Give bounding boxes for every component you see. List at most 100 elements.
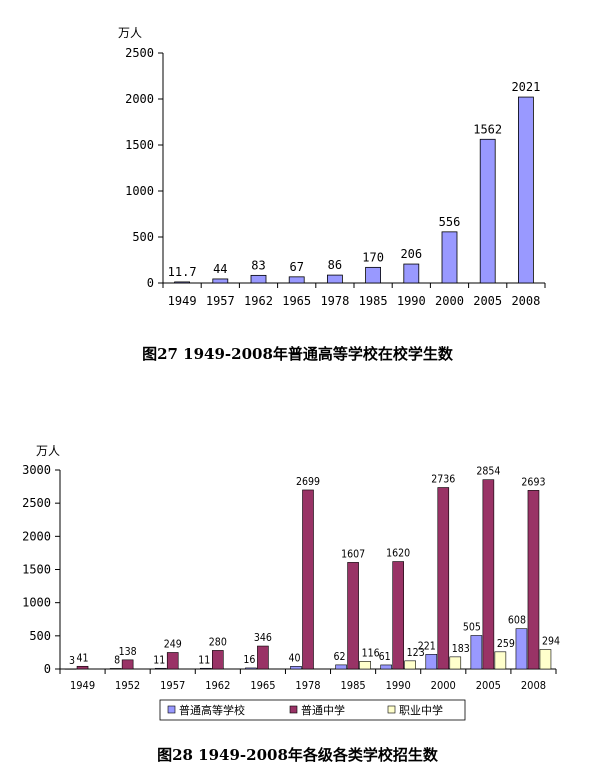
chart2-legend-swatch bbox=[387, 705, 396, 714]
chart1-data-label: 44 bbox=[213, 262, 227, 276]
chart2-unit-label: 万人 bbox=[36, 444, 61, 458]
chart1-data-label: 1562 bbox=[473, 122, 502, 136]
chart2-x-tick-label: 1952 bbox=[115, 679, 140, 692]
chart2-bar bbox=[121, 659, 134, 670]
chart1-y-tick-label: 1000 bbox=[125, 184, 154, 198]
chart2-y-tick-label: 2500 bbox=[22, 496, 51, 510]
chart1-data-label: 206 bbox=[400, 247, 422, 261]
chart2-legend-swatch bbox=[167, 705, 176, 714]
chart2-data-label: 2693 bbox=[521, 476, 545, 488]
chart2-data-label: 249 bbox=[164, 638, 182, 650]
chart2-x-tick-label: 1985 bbox=[340, 679, 365, 692]
chart1-bar bbox=[250, 274, 267, 284]
chart1-y-tick-label: 1500 bbox=[125, 138, 154, 152]
chart1-y-tick-label: 2000 bbox=[125, 92, 154, 106]
chart2-data-label: 1607 bbox=[341, 548, 365, 560]
chart2-y-tick-label: 0 bbox=[44, 662, 51, 676]
chart2-data-label: 11 bbox=[198, 654, 210, 666]
chart2-data-label: 2699 bbox=[296, 476, 320, 488]
chart1-bar bbox=[174, 281, 191, 284]
chart2-data-label: 608 bbox=[508, 615, 526, 627]
chart2-bar bbox=[392, 561, 404, 670]
chart1-x-tick-label: 1978 bbox=[320, 294, 349, 308]
chart1-bar bbox=[479, 138, 496, 284]
chart1-y-tick-label: 500 bbox=[132, 230, 154, 244]
chart2-x-tick-label: 1990 bbox=[386, 679, 411, 692]
chart2-data-label: 123 bbox=[407, 647, 425, 659]
chart2-bar bbox=[257, 645, 269, 670]
chart2-bar bbox=[290, 666, 302, 670]
chart2-bar bbox=[109, 668, 122, 670]
chart1-x-tick-label: 1957 bbox=[206, 294, 235, 308]
chart2-legend-label: 普通高等学校 bbox=[179, 703, 245, 717]
chart1-x-tick-label: 1962 bbox=[244, 294, 273, 308]
chart1-x-tick-label: 1990 bbox=[397, 294, 426, 308]
chart1-caption: 图27 1949-2008年普通高等学校在校学生数 bbox=[142, 345, 453, 363]
chart2-x-tick-label: 1962 bbox=[205, 679, 230, 692]
chart1-unit-label: 万人 bbox=[118, 26, 143, 40]
chart2-data-label: 221 bbox=[418, 640, 436, 652]
chart2-bar bbox=[154, 667, 167, 670]
chart2-data-label: 183 bbox=[452, 643, 470, 655]
chart2-bar bbox=[404, 660, 416, 670]
chart1-bar bbox=[518, 96, 534, 284]
chart2-y-tick-label: 3000 bbox=[22, 463, 51, 477]
chart2-x-tick-label: 1957 bbox=[160, 679, 185, 692]
chart2-y-tick-label: 1500 bbox=[22, 563, 51, 577]
chart2-x-tick-label: 1949 bbox=[70, 679, 95, 692]
chart2-bar bbox=[359, 661, 371, 670]
chart1-x-tick-label: 2005 bbox=[473, 294, 502, 308]
chart2-bar bbox=[64, 668, 77, 670]
chart1-y-tick-label: 0 bbox=[147, 276, 154, 290]
chart2-bar bbox=[200, 667, 212, 670]
chart2-x-tick-label: 2008 bbox=[521, 679, 546, 692]
chart2-x-tick-label: 2005 bbox=[476, 679, 501, 692]
chart2-bar bbox=[494, 651, 507, 670]
chart2-bar bbox=[437, 487, 450, 670]
chart2-caption: 图28 1949-2008年各级各类学校招生数 bbox=[157, 746, 438, 764]
chart2-bar bbox=[470, 635, 483, 670]
chart2-bar bbox=[539, 649, 552, 670]
chart2-x-tick-label: 1978 bbox=[295, 679, 320, 692]
chart2-data-label: 40 bbox=[288, 652, 300, 664]
chart1-bar-chart: 0 500 1000 1500 2000 2500 11.7 1949 44 1957 83 1962… bbox=[125, 46, 546, 308]
chart2-legend-label: 普通中学 bbox=[301, 703, 345, 717]
chart1-data-label: 556 bbox=[439, 215, 461, 229]
chart2-data-label: 346 bbox=[254, 632, 272, 644]
chart2-bar bbox=[347, 562, 359, 670]
chart1-x-tick-label: 1965 bbox=[282, 294, 311, 308]
chart1-x-tick-label: 2000 bbox=[435, 294, 464, 308]
chart1-data-label: 170 bbox=[362, 250, 384, 264]
chart2-bar bbox=[515, 628, 528, 670]
chart2-data-label: 1620 bbox=[386, 548, 410, 560]
chart1-bar bbox=[212, 278, 229, 284]
chart1-x-tick-label: 1949 bbox=[168, 294, 197, 308]
chart1-data-label: 86 bbox=[328, 258, 342, 272]
chart2-data-label: 2736 bbox=[431, 474, 455, 486]
chart2-x-tick-label: 1965 bbox=[250, 679, 275, 692]
chart2-y-tick-label: 2000 bbox=[22, 529, 51, 543]
chart2-data-label: 280 bbox=[209, 636, 227, 648]
chart1-data-label: 67 bbox=[289, 260, 303, 274]
chart2-data-label: 8 bbox=[114, 654, 120, 666]
chart2-data-label: 16 bbox=[243, 654, 255, 666]
chart1-data-label: 2021 bbox=[511, 80, 540, 94]
chart2-bar bbox=[527, 490, 540, 670]
chart1-data-label: 83 bbox=[251, 258, 265, 272]
chart2-y-tick-label: 500 bbox=[29, 629, 51, 643]
chart2-bar bbox=[302, 489, 314, 670]
chart2-bar bbox=[245, 667, 257, 670]
chart2-bar bbox=[212, 650, 224, 670]
chart2-bar bbox=[482, 479, 495, 670]
chart1-bar bbox=[326, 274, 343, 284]
chart2-data-label: 62 bbox=[334, 651, 346, 663]
chart2-data-label: 116 bbox=[362, 647, 380, 659]
chart1-bar bbox=[288, 276, 305, 284]
chart2-bar bbox=[76, 665, 89, 670]
chart2-legend: 普通高等学校 普通中学 职业中学 bbox=[159, 699, 466, 721]
chart2-data-label: 41 bbox=[77, 652, 89, 664]
chart2-data-label: 505 bbox=[463, 622, 481, 634]
chart2-data-label: 294 bbox=[542, 635, 560, 647]
chart2-bar bbox=[425, 654, 438, 670]
